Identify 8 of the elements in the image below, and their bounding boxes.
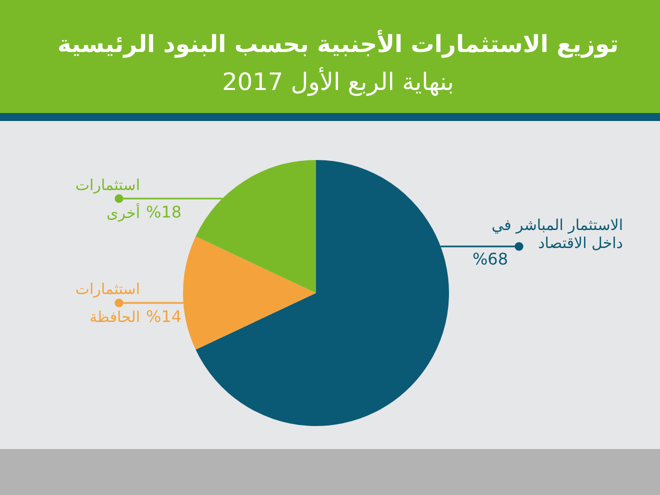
data-label: %18 [146, 202, 182, 222]
slice-label: استثمارات أخرى [75, 174, 140, 224]
slice-label: الاستثمار المباشر في داخل الاقتصاد [492, 216, 623, 252]
chart-title: توزيع الاستثمارات الأجنبية بحسب البنود الرئيسية [56, 28, 620, 60]
data-label: %68 [472, 250, 508, 269]
data-label: %14 [146, 307, 182, 326]
chart-subtitle: بنهاية الربع الأول 2017 [221, 66, 455, 98]
slice-label: استثمارات الحافظة [75, 278, 140, 328]
